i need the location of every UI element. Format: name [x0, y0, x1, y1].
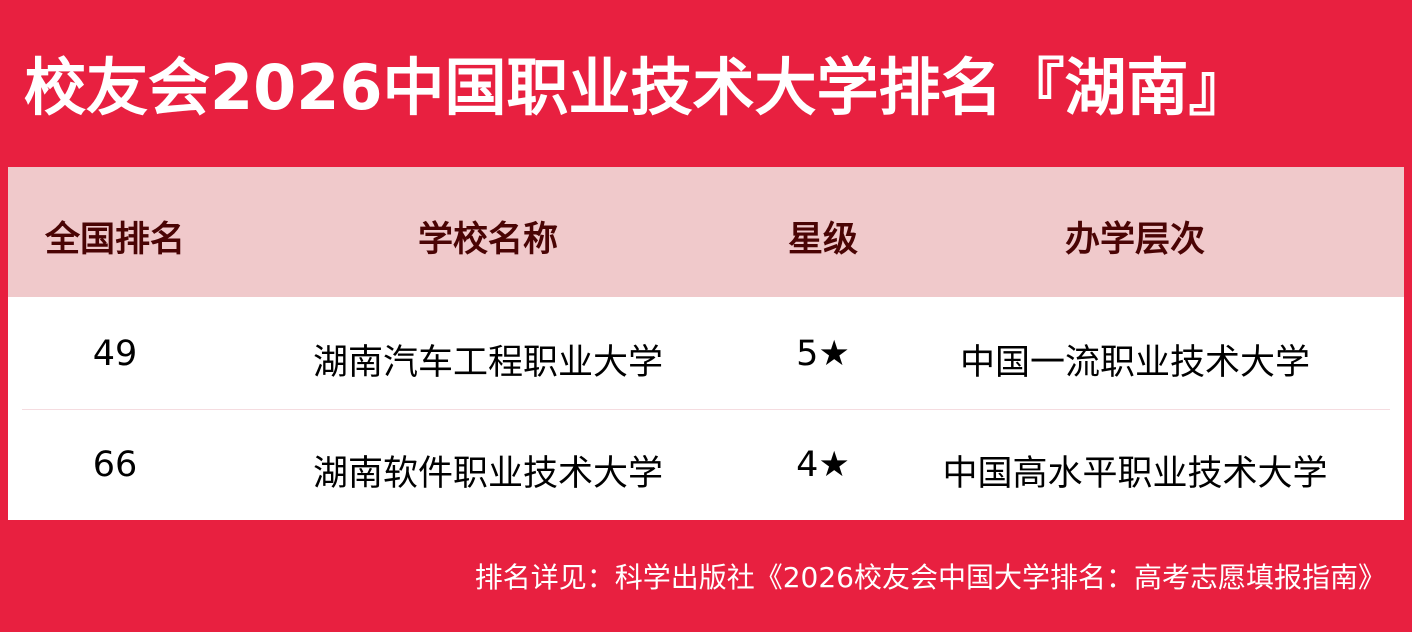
- rank-cell: 49: [92, 334, 138, 374]
- table-row: 49 湖南汽车工程职业大学 5★ 中国一流职业技术大学: [8, 297, 1404, 408]
- table-header: 全国排名 学校名称 星级 办学层次: [8, 167, 1404, 297]
- school-cell: 湖南软件职业技术大学: [312, 454, 664, 494]
- header-level: 办学层次: [1064, 220, 1206, 260]
- page-title: 校友会2026中国职业技术大学排名『湖南』: [24, 51, 1251, 124]
- level-cell: 中国高水平职业技术大学: [942, 454, 1328, 494]
- school-cell: 湖南汽车工程职业大学: [312, 343, 664, 383]
- header-school: 学校名称: [417, 220, 559, 260]
- ranking-table: 全国排名 学校名称 星级 办学层次 49 湖南汽车工程职业大学 5★ 中国一流职…: [8, 167, 1404, 520]
- header-stars: 星级: [787, 220, 859, 260]
- row-divider: [22, 409, 1390, 410]
- rank-cell: 66: [92, 445, 138, 485]
- table-row: 66 湖南软件职业技术大学 4★ 中国高水平职业技术大学: [8, 409, 1404, 520]
- stars-cell: 5★: [796, 334, 850, 374]
- source-note: 排名详见：科学出版社《2026校友会中国大学排名：高考志愿填报指南》: [474, 561, 1386, 594]
- header-rank: 全国排名: [44, 220, 186, 260]
- stars-cell: 4★: [796, 445, 850, 485]
- level-cell: 中国一流职业技术大学: [959, 343, 1311, 383]
